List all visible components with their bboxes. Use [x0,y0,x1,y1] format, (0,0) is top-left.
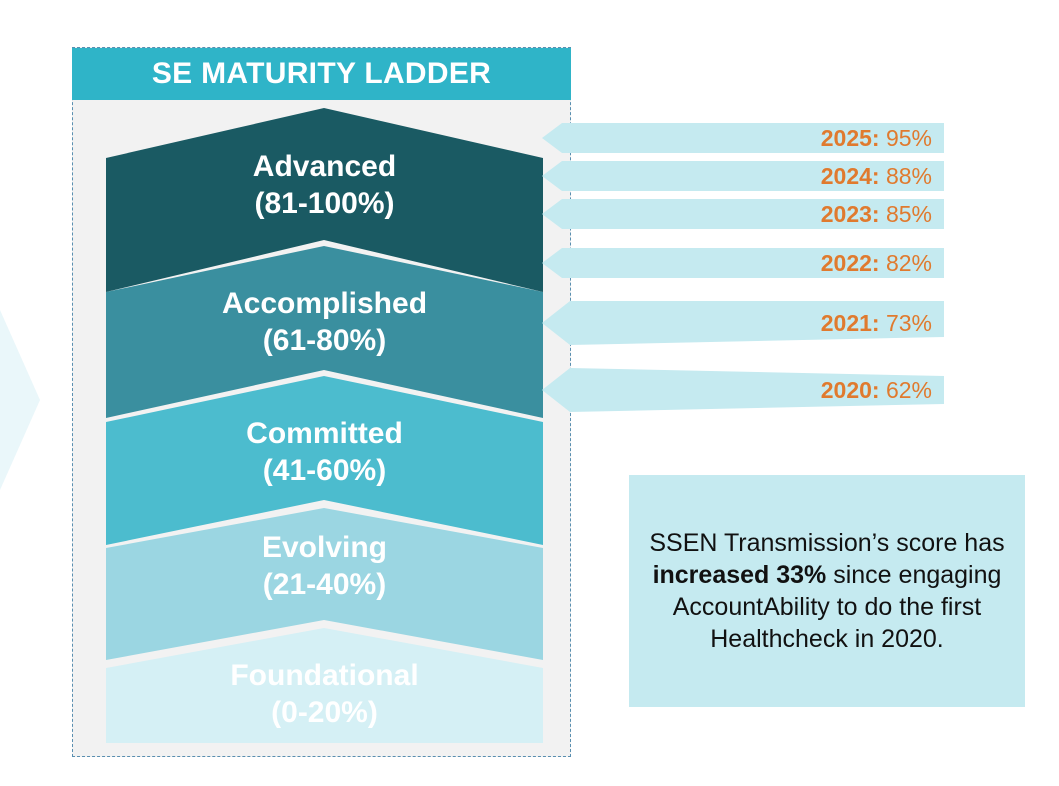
step-label-committed: Committed (41-60%) [246,417,403,487]
score-arrow-2022 [542,248,944,278]
score-2021: 2021: 73% [820,310,932,336]
score-2025: 2025: 95% [820,125,932,151]
summary-text: SSEN Transmission’s score has increased … [649,529,1005,653]
score-2022: 2022: 82% [820,250,932,276]
step-foundational [106,628,543,743]
step-label-advanced: Advanced (81-100%) [252,150,397,220]
score-2020: 2020: 62% [820,377,932,403]
step-advanced [106,108,543,292]
score-arrow-2023 [542,199,944,229]
score-2023: 2023: 85% [820,201,932,227]
score-arrow-2024 [542,161,944,191]
step-evolving [106,508,543,660]
step-label-evolving: Evolving (21-40%) [261,531,388,601]
score-arrow-2020 [542,368,944,412]
step-label-foundational: Foundational (0-20%) [230,659,419,729]
score-arrow-2025 [542,123,944,153]
step-label-accomplished: Accomplished (61-80%) [221,287,428,357]
score-arrow-2021 [542,301,944,345]
summary-callout: SSEN Transmission’s score has increased … [629,475,1025,707]
step-committed [106,376,543,545]
step-accomplished [106,246,543,418]
score-2024: 2024: 88% [820,163,932,189]
ladder-title: SE MATURITY LADDER [72,48,571,100]
